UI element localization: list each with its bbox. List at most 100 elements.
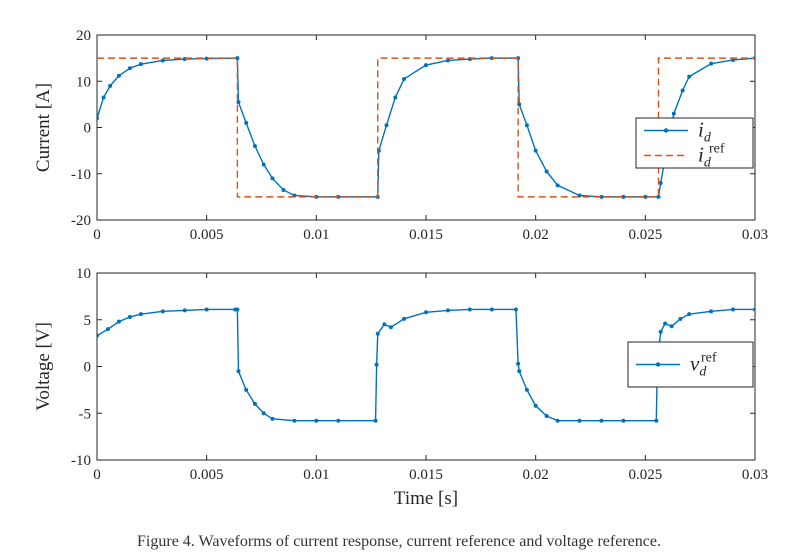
data-point	[108, 83, 113, 88]
data-point	[127, 66, 132, 71]
data-point	[678, 316, 683, 321]
x-tick-label: 0.03	[742, 227, 768, 243]
data-point	[105, 327, 110, 332]
legend-label: id	[698, 143, 712, 171]
y-tick-label: -10	[71, 167, 91, 183]
data-point	[424, 310, 428, 315]
data-point	[160, 309, 165, 314]
data-point	[621, 418, 626, 423]
data-point	[753, 307, 755, 312]
data-point	[382, 322, 387, 327]
data-point	[731, 57, 736, 62]
legend-label-superscript: ref	[701, 351, 717, 366]
data-point	[709, 309, 714, 314]
y-axis-label: Current [A]	[33, 83, 54, 172]
data-point	[336, 418, 341, 423]
y-tick-label: 10	[76, 74, 91, 90]
data-point	[709, 61, 714, 66]
data-point	[599, 194, 604, 199]
data-point	[687, 312, 692, 317]
legend-marker	[663, 128, 669, 133]
data-point	[261, 162, 266, 167]
data-point	[656, 194, 661, 199]
data-point	[252, 144, 257, 148]
data-point	[669, 324, 674, 329]
data-point	[182, 308, 187, 313]
data-point	[402, 76, 407, 81]
data-point	[671, 111, 676, 116]
data-point	[138, 312, 143, 317]
voltage-panel: 0 0.005 0.01 0.015 0.02 0.025 0.03 -10 -5 0 5 10 Vol…	[33, 266, 768, 509]
data-point	[533, 403, 538, 408]
y-tick-label: 10	[76, 266, 91, 282]
data-point	[236, 100, 241, 105]
data-point	[270, 176, 275, 181]
data-point	[516, 361, 521, 366]
x-tick-label: 0.025	[628, 227, 662, 243]
x-tick-label: 0.01	[303, 467, 329, 483]
data-point	[236, 369, 241, 374]
data-point	[663, 321, 668, 326]
y-tick-label: -20	[71, 213, 91, 229]
data-point	[517, 369, 522, 374]
data-point	[658, 181, 663, 185]
data-point	[204, 307, 209, 312]
data-point	[544, 414, 549, 419]
data-point	[643, 194, 648, 199]
data-point	[127, 314, 132, 319]
data-point	[680, 88, 685, 93]
legend-marker	[655, 362, 661, 367]
data-point	[244, 387, 249, 392]
data-point	[261, 411, 266, 416]
data-point	[388, 325, 393, 330]
legend-label-superscript: ref	[709, 142, 725, 157]
data-point	[374, 362, 379, 367]
data-point	[402, 316, 407, 321]
x-tick-label: 0	[93, 227, 101, 243]
data-point	[555, 418, 560, 423]
x-tick-label: 0.01	[303, 227, 329, 243]
y-tick-label: 0	[84, 360, 92, 376]
data-point	[373, 418, 378, 423]
data-point	[235, 307, 240, 312]
data-point	[384, 123, 389, 128]
y-tick-label: -10	[71, 453, 91, 469]
data-point	[116, 319, 121, 324]
x-tick-label: 0.03	[742, 467, 768, 483]
data-point	[445, 58, 450, 63]
data-point	[533, 148, 538, 153]
data-point	[101, 95, 106, 100]
data-point	[393, 95, 398, 100]
data-point	[235, 56, 240, 61]
y-axis-label: Voltage [V]	[33, 322, 54, 411]
data-point	[544, 169, 549, 174]
data-point	[314, 418, 319, 423]
x-tick-label: 0.025	[628, 467, 662, 483]
data-point	[138, 62, 143, 67]
data-point	[270, 416, 275, 421]
data-point	[555, 183, 560, 188]
data-point	[244, 120, 249, 125]
x-tick-label: 0	[93, 467, 101, 483]
x-axis-label: Time [s]	[394, 488, 458, 509]
y-tick-label: -5	[79, 406, 92, 422]
x-tick-label: 0.02	[523, 467, 549, 483]
data-point	[513, 307, 518, 312]
data-point	[621, 194, 626, 199]
x-tick-label: 0.005	[190, 227, 224, 243]
data-point	[375, 331, 380, 336]
legend-label: vd	[690, 352, 707, 380]
x-tick-label: 0.015	[409, 227, 443, 243]
data-point	[524, 387, 529, 392]
data-point	[97, 116, 99, 121]
figure-caption: Figure 4. Waveforms of current response,…	[137, 533, 661, 550]
data-point	[445, 308, 450, 313]
data-point	[97, 333, 99, 338]
data-point	[292, 418, 297, 423]
data-point	[731, 307, 736, 312]
data-point	[524, 123, 529, 128]
data-point	[424, 63, 428, 68]
